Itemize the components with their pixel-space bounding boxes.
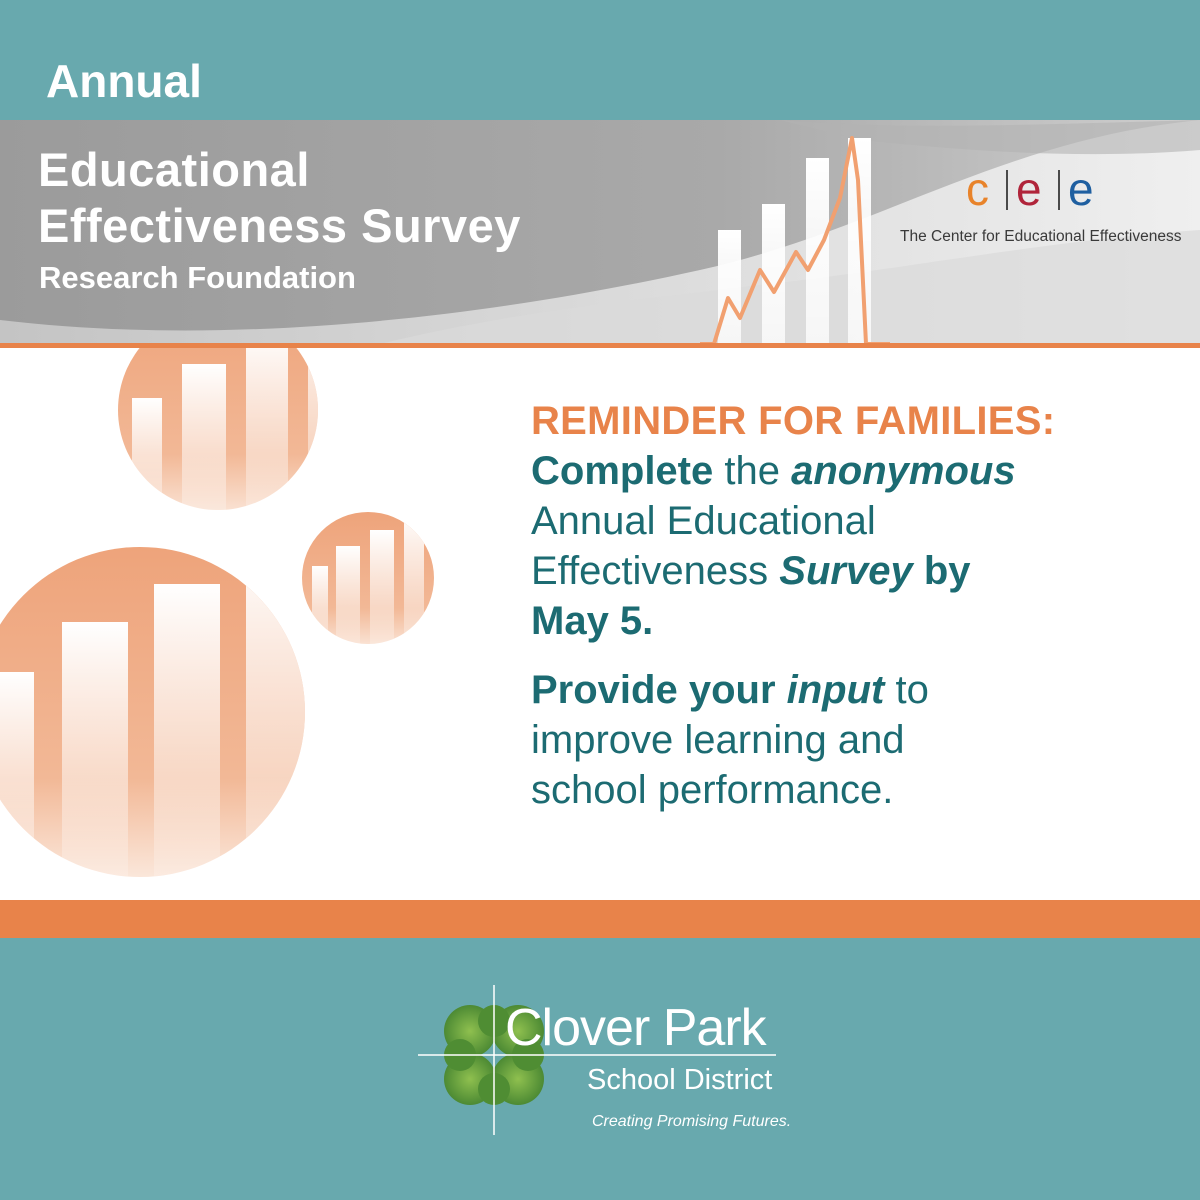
effectiveness-text: Effectiveness	[531, 549, 780, 593]
cee-separator	[1058, 170, 1060, 210]
cee-letter-c: c	[966, 163, 989, 215]
by-text: by	[912, 549, 971, 593]
anonymous-text: anonymous	[791, 449, 1016, 493]
message-line-5: Provide your input to	[531, 665, 1171, 715]
school-district-label: School District	[587, 1064, 773, 1096]
to-text: to	[884, 668, 929, 712]
message-line-7: school performance.	[531, 768, 894, 812]
survey-title-line1: Educational	[38, 143, 310, 196]
survey-text: Survey	[779, 549, 913, 593]
survey-subtitle: Research Foundation	[39, 260, 356, 295]
message-line-2: Annual Educational	[531, 499, 876, 543]
message-line-6: improve learning and	[531, 718, 905, 762]
banner-background	[0, 120, 1200, 344]
cee-letter-e2: e	[1068, 163, 1094, 215]
orange-divider-bottom	[0, 900, 1200, 938]
input-text: input	[786, 668, 885, 712]
bar-chart-graphic	[700, 136, 890, 344]
cee-letter-e1: e	[1016, 163, 1042, 215]
cee-separator	[1006, 170, 1008, 210]
survey-title-line2: Effectiveness Survey	[38, 199, 521, 252]
deadline-date: May 5.	[531, 599, 654, 643]
complete-text: Complete	[531, 449, 714, 493]
provide-your-text: Provide your	[531, 668, 787, 712]
message-line-3: Effectiveness Survey by	[531, 546, 1171, 596]
header-banner: Educational Effectiveness Survey Researc…	[0, 120, 1200, 344]
reminder-message: REMINDER FOR FAMILIES: Complete the anon…	[531, 396, 1171, 815]
reminder-heading: REMINDER FOR FAMILIES:	[531, 399, 1056, 443]
cee-logo: c e e	[962, 166, 1112, 216]
top-band: Annual	[0, 0, 1200, 120]
orange-divider-top	[0, 343, 1200, 348]
clover-icon	[418, 985, 776, 1135]
clover-park-name: Clover Park	[505, 999, 767, 1057]
orange-circle-bars-graphic	[0, 348, 434, 877]
annual-heading: Annual	[46, 55, 202, 107]
tagline: Creating Promising Futures.	[592, 1113, 792, 1130]
footer-band	[0, 938, 1200, 1200]
cee-caption: The Center for Educational Effectiveness	[900, 228, 1182, 245]
message-line-1: Complete the anonymous	[531, 446, 1171, 496]
the-text: the	[713, 449, 792, 493]
